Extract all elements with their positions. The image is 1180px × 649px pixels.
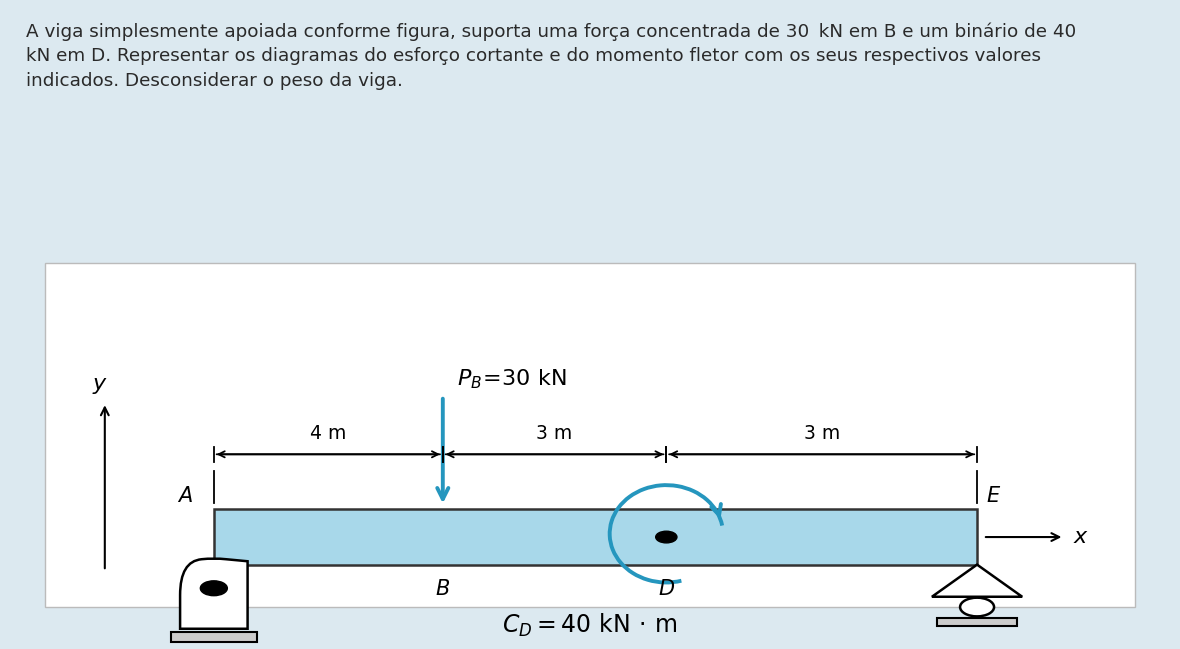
- Circle shape: [201, 581, 228, 596]
- Text: y: y: [92, 374, 105, 394]
- Circle shape: [961, 598, 994, 617]
- Text: kN em D. Representar os diagramas do esforço cortante e do momento fletor com os: kN em D. Representar os diagramas do esf…: [26, 47, 1041, 66]
- Bar: [937, 618, 1017, 626]
- Text: B: B: [435, 579, 450, 599]
- Text: 4 m: 4 m: [310, 424, 347, 443]
- PathPatch shape: [181, 559, 248, 629]
- Polygon shape: [932, 565, 1022, 597]
- Text: x: x: [1074, 527, 1087, 547]
- Bar: [214, 509, 977, 565]
- Bar: [171, 632, 257, 642]
- Text: 3 m: 3 m: [537, 424, 572, 443]
- FancyBboxPatch shape: [45, 263, 1135, 607]
- Text: A viga simplesmente apoiada conforme figura, suporta uma força concentrada de 30: A viga simplesmente apoiada conforme fig…: [26, 23, 1076, 42]
- Text: 3 m: 3 m: [804, 424, 840, 443]
- Text: D: D: [658, 579, 675, 599]
- Text: E: E: [986, 486, 999, 506]
- Text: $C_D = 40$ kN$\,\cdot\,$m: $C_D = 40$ kN$\,\cdot\,$m: [503, 611, 677, 639]
- Text: $P_B\!=\!30$ kN: $P_B\!=\!30$ kN: [457, 367, 566, 391]
- Text: indicados. Desconsiderar o peso da viga.: indicados. Desconsiderar o peso da viga.: [26, 72, 402, 90]
- Circle shape: [656, 531, 677, 543]
- Text: A: A: [178, 486, 192, 506]
